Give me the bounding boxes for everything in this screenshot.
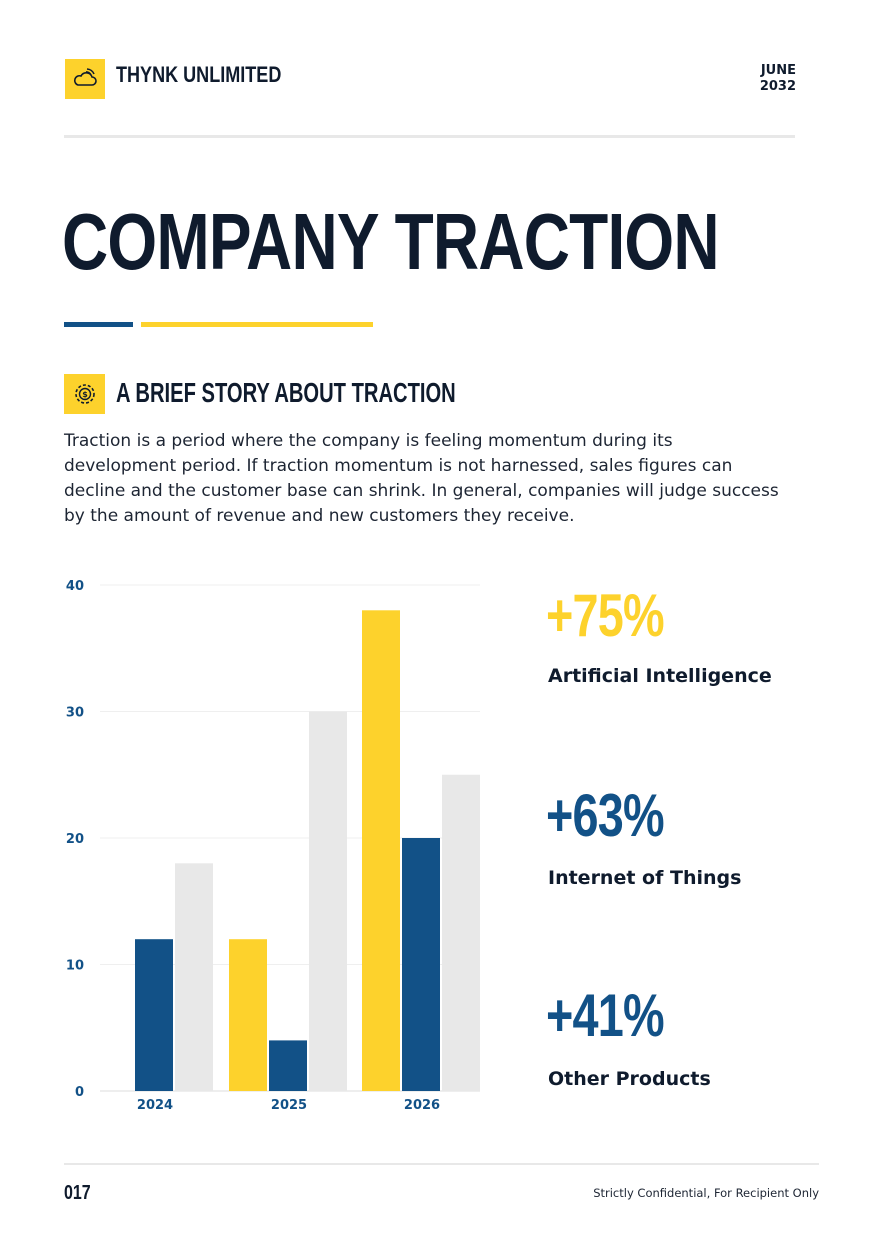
- y-tick-label: 0: [75, 1085, 84, 1100]
- stat-label: Internet of Things: [548, 867, 742, 889]
- stat-label: Other Products: [548, 1068, 711, 1090]
- title-accent-yellow: [141, 322, 373, 327]
- stat-value: +75%: [546, 582, 665, 649]
- confidential-note: Strictly Confidential, For Recipient Onl…: [593, 1186, 819, 1200]
- footer-divider: [64, 1163, 819, 1165]
- date-month: JUNE: [760, 63, 796, 78]
- y-tick-label: 20: [66, 832, 84, 847]
- y-tick-label: 30: [66, 706, 84, 721]
- section-heading: A BRIEF STORY ABOUT TRACTION: [116, 377, 456, 408]
- svg-text:$: $: [82, 390, 88, 399]
- cloud-icon: [74, 68, 97, 86]
- page-number: 017: [64, 1182, 91, 1204]
- stat-ai: +75% Artificial Intelligence: [546, 582, 772, 688]
- y-tick-label: 40: [66, 579, 84, 594]
- bar-2024: [175, 863, 213, 1091]
- x-tick-label: 2024: [137, 1098, 173, 1113]
- stat-value: +41%: [546, 982, 665, 1049]
- bar-2025: [229, 939, 267, 1091]
- page-title: COMPANY TRACTION: [62, 197, 720, 286]
- stat-label: Artificial Intelligence: [548, 665, 772, 687]
- section-icon-box: $: [64, 374, 105, 414]
- stat-value: +63%: [546, 782, 665, 849]
- y-tick-label: 10: [66, 959, 84, 974]
- bar-2025: [269, 1040, 307, 1091]
- x-tick-label: 2025: [271, 1098, 307, 1113]
- bar-2026: [362, 610, 400, 1091]
- gear-coin-icon: $: [74, 384, 95, 404]
- date-year: 2032: [759, 79, 796, 94]
- stat-iot: +63% Internet of Things: [546, 782, 742, 890]
- bar-2026: [402, 838, 440, 1091]
- title-accent-blue: [64, 322, 133, 327]
- logo: [65, 59, 105, 99]
- x-tick-label: 2026: [404, 1098, 440, 1113]
- report-date: JUNE 2032: [760, 63, 796, 95]
- bar-2026: [442, 774, 480, 1091]
- header-divider: [64, 135, 795, 138]
- bar-2025: [309, 711, 347, 1091]
- bar-2024: [135, 939, 173, 1091]
- brand-name: THYNK UNLIMITED: [116, 62, 282, 87]
- section-body: Traction is a period where the company i…: [64, 431, 779, 526]
- stat-other: +41% Other Products: [546, 982, 711, 1091]
